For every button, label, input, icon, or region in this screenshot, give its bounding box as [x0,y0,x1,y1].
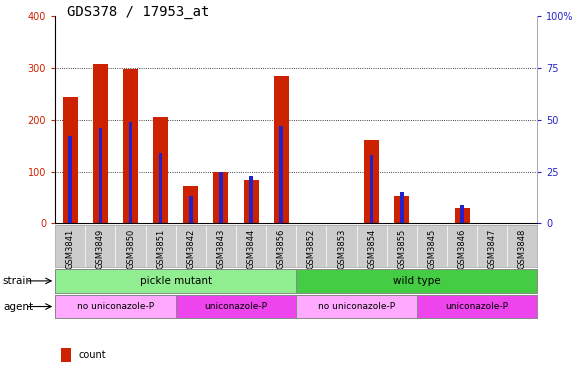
Text: agent: agent [3,302,33,311]
Bar [213,172,228,223]
Text: GSM3848: GSM3848 [518,228,527,269]
Text: GSM3856: GSM3856 [277,228,286,269]
Bar [417,295,537,318]
Bar [370,155,374,223]
Text: no uniconazole-P: no uniconazole-P [77,302,154,311]
Text: pickle mutant: pickle mutant [139,276,212,286]
Bar [93,64,108,223]
Bar [55,269,296,293]
Text: GSM3842: GSM3842 [187,228,195,269]
Bar [129,122,132,223]
Text: GSM3843: GSM3843 [217,228,225,269]
Text: GSM3847: GSM3847 [487,228,497,269]
Bar [99,128,102,223]
Text: strain: strain [3,276,33,286]
Bar [454,208,469,223]
Bar [400,192,404,223]
Bar [176,295,296,318]
Bar [249,176,253,223]
Bar [153,117,168,223]
Bar [394,197,410,223]
Bar [296,295,417,318]
Bar [183,186,198,223]
Text: GSM3849: GSM3849 [96,228,105,269]
Text: GSM3854: GSM3854 [367,228,376,269]
Bar [159,153,163,223]
Bar [63,97,78,223]
Text: GDS378 / 17953_at: GDS378 / 17953_at [67,5,209,19]
Text: wild type: wild type [393,276,440,286]
Bar [279,126,283,223]
Text: no uniconazole-P: no uniconazole-P [318,302,395,311]
Bar [274,76,289,223]
Text: GSM3852: GSM3852 [307,228,316,269]
Bar [219,172,223,223]
Text: GSM3846: GSM3846 [458,228,467,269]
Text: GSM3844: GSM3844 [246,228,256,269]
Bar [296,269,537,293]
Bar [364,139,379,223]
Text: GSM3855: GSM3855 [397,228,406,269]
Text: GSM3841: GSM3841 [66,228,75,269]
Bar [460,205,464,223]
Bar [55,295,176,318]
Text: GSM3850: GSM3850 [126,228,135,269]
Bar [123,69,138,223]
Text: uniconazole-P: uniconazole-P [446,302,508,311]
Text: GSM3845: GSM3845 [428,228,436,269]
Bar [189,197,193,223]
Text: count: count [78,350,106,361]
Text: GSM3853: GSM3853 [337,228,346,269]
Text: uniconazole-P: uniconazole-P [205,302,267,311]
Text: GSM3851: GSM3851 [156,228,165,269]
Bar [243,180,259,223]
Bar [69,137,72,223]
